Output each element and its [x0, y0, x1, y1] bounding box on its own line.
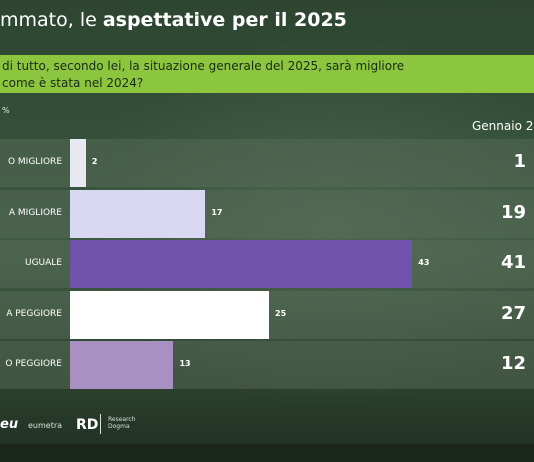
logo-separator	[100, 414, 101, 434]
logo-area: eu eumetra RD Research Dogma	[0, 414, 200, 434]
eumetra-logo-subtext: eumetra	[28, 421, 63, 430]
question-band: di tutto, secondo lei, la situazione gen…	[0, 55, 534, 93]
bar-value-label: 17	[211, 208, 223, 217]
chart-row-background	[0, 139, 534, 187]
page-title: mmato, le aspettative per il 2025	[0, 7, 534, 33]
bar-value-label: 43	[418, 258, 430, 267]
comparison-column-label: Gennaio 2	[472, 119, 534, 133]
category-label: A PEGGIORE	[6, 309, 62, 319]
comparison-value-label: 12	[500, 353, 526, 374]
bar-value-label: 13	[179, 359, 191, 368]
bar	[70, 291, 269, 339]
title-light: mmato, le	[0, 9, 103, 31]
eumetra-logo: eu	[0, 417, 19, 432]
comparison-value-label: 19	[500, 202, 526, 223]
bar	[70, 240, 413, 288]
category-label: UGUALE	[24, 258, 62, 268]
bar	[70, 139, 86, 187]
bar-value-label: 2	[91, 157, 98, 166]
unit-label: %	[2, 106, 10, 115]
question-line-1: di tutto, secondo lei, la situazione gen…	[2, 59, 405, 73]
category-label: O PEGGIORE	[5, 359, 62, 369]
comparison-value-label: 1	[513, 151, 526, 172]
bar	[70, 341, 174, 389]
research-dogma-logo: RD	[76, 417, 99, 433]
category-label: A MIGLIORE	[8, 208, 62, 218]
research-dogma-logo-subtext: Research Dogma	[108, 416, 136, 430]
comparison-value-label: 27	[500, 303, 526, 324]
question-line-2: come è stata nel 2024?	[2, 76, 144, 90]
bar	[70, 190, 206, 238]
bar-value-label: 25	[275, 309, 287, 318]
title-bold: aspettative per il 2025	[102, 9, 347, 31]
category-label: O MIGLIORE	[7, 157, 62, 167]
footer-strip	[0, 444, 534, 462]
comparison-value-label: 41	[500, 252, 526, 273]
